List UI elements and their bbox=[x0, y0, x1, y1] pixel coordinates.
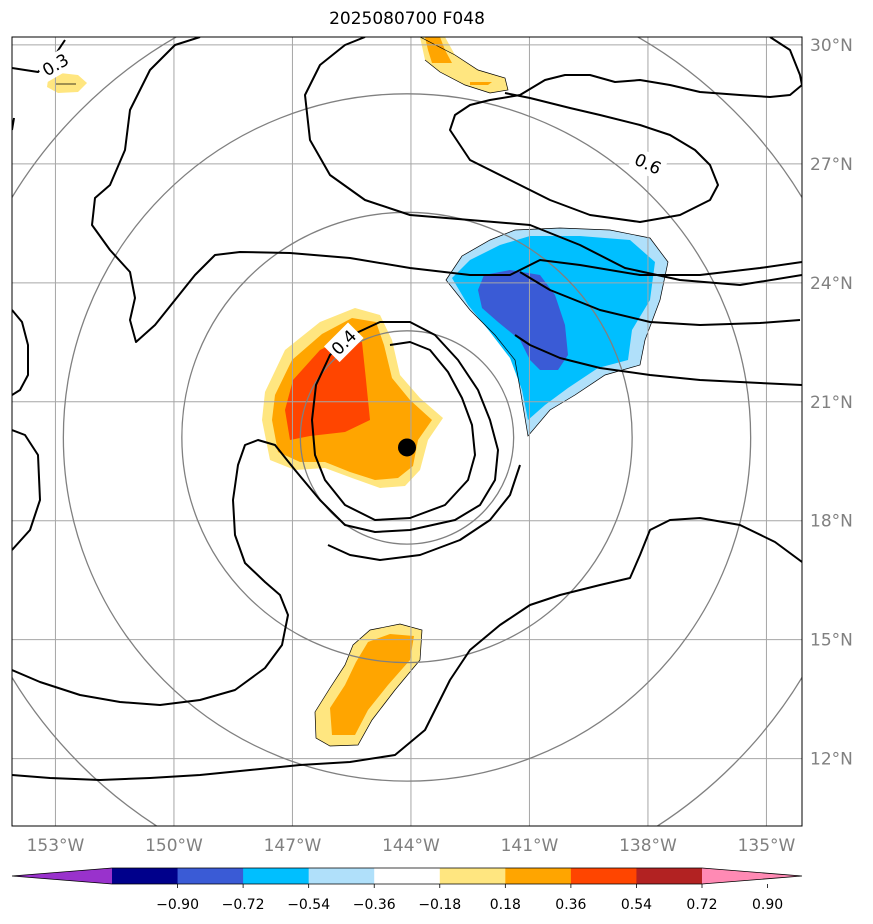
range-rings bbox=[12, 37, 802, 826]
colorbar: −0.90 −0.72 −0.54 −0.36 −0.18 0.18 0.36 0.54 0.7… bbox=[11, 867, 803, 913]
shade-negative-core bbox=[478, 270, 568, 370]
contour-line bbox=[12, 517, 802, 781]
lon-tick-label-2: 147°W bbox=[264, 836, 322, 856]
contour-label-bg bbox=[324, 322, 364, 363]
colorbar-outline bbox=[11, 867, 803, 885]
contour-line bbox=[12, 321, 499, 706]
colorbar-tick-label-2: −0.54 bbox=[287, 897, 330, 913]
lat-tick-label-4: 24°N bbox=[810, 274, 853, 294]
shade-positive-center-core bbox=[285, 338, 370, 440]
colorbar-tick-label-3: −0.36 bbox=[353, 897, 396, 913]
range-ring-2 bbox=[62, 93, 752, 782]
contour-line bbox=[449, 74, 802, 223]
lon-tick-label-3: 144°W bbox=[382, 836, 440, 856]
colorbar-segment-6 bbox=[505, 868, 572, 884]
colorbar-tick-label-0: −0.90 bbox=[156, 897, 199, 913]
colorbar-tick-label-9: 0.90 bbox=[752, 897, 783, 913]
colorbar-tick-label-7: 0.54 bbox=[621, 897, 652, 913]
contour-line bbox=[12, 309, 29, 396]
lon-tick-label-5: 138°W bbox=[619, 836, 677, 856]
contour-line bbox=[304, 37, 802, 286]
range-ring-3 bbox=[12, 37, 802, 826]
colorbar-tick-label-5: 0.18 bbox=[490, 897, 521, 913]
lon-tick-labels: 153°W 150°W 147°W 144°W 141°W 138°W 135°W bbox=[27, 836, 796, 856]
contour-line bbox=[514, 334, 802, 386]
contour-line bbox=[12, 429, 41, 551]
colorbar-extend-high bbox=[702, 868, 802, 884]
contour-label-bg bbox=[627, 146, 669, 182]
colorbar-segment-8 bbox=[636, 868, 703, 884]
colorbar-segment-0 bbox=[112, 868, 179, 884]
colorbar-segment-4 bbox=[374, 868, 441, 884]
contour-line bbox=[12, 39, 66, 73]
shade-positive-bottom bbox=[330, 634, 414, 735]
map-frame bbox=[11, 36, 803, 827]
colorbar-segment-3 bbox=[308, 868, 375, 884]
map-title: 2025080700 F048 bbox=[329, 9, 485, 29]
lat-tick-label-0: 12°N bbox=[810, 750, 853, 770]
lat-tick-label-5: 27°N bbox=[810, 155, 853, 175]
colorbar-tick-label-4: −0.18 bbox=[418, 897, 461, 913]
map-area: 0.30.60.4 bbox=[12, 37, 802, 826]
contours bbox=[12, 37, 802, 781]
contour-label-bg bbox=[35, 46, 76, 83]
colorbar-segment-2 bbox=[243, 868, 310, 884]
colorbar-segment-1 bbox=[177, 868, 244, 884]
colorbar-tick-label-1: −0.72 bbox=[222, 897, 265, 913]
range-ring-0 bbox=[299, 330, 515, 545]
shaded-field bbox=[47, 37, 668, 746]
lat-tick-label-6: 30°N bbox=[810, 36, 853, 56]
lat-tick-label-2: 18°N bbox=[810, 512, 853, 532]
shade-positive-topleft bbox=[47, 73, 87, 93]
colorbar-tick-label-8: 0.72 bbox=[686, 897, 717, 913]
shade-positive-top-core bbox=[425, 37, 452, 63]
lon-tick-label-1: 150°W bbox=[145, 836, 203, 856]
lon-tick-label-6: 135°W bbox=[738, 836, 796, 856]
contour-line bbox=[91, 37, 802, 343]
lat-tick-labels: 12°N 15°N 18°N 21°N 24°N 27°N 30°N bbox=[810, 36, 853, 770]
colorbar-segment-7 bbox=[570, 868, 637, 884]
contour-line bbox=[769, 37, 802, 86]
colorbar-tick-label-6: 0.36 bbox=[555, 897, 586, 913]
colorbar-extend-low bbox=[12, 868, 112, 884]
contour-labels: 0.30.60.4 bbox=[35, 46, 669, 363]
lon-tick-label-4: 141°W bbox=[501, 836, 559, 856]
contour-line bbox=[327, 464, 521, 561]
range-ring-1 bbox=[181, 211, 633, 664]
colorbar-segment-5 bbox=[439, 868, 506, 884]
storm-center-dot bbox=[398, 438, 416, 457]
shade-positive-top-core2 bbox=[470, 82, 492, 85]
lon-tick-label-0: 153°W bbox=[27, 836, 85, 856]
contour-line bbox=[519, 271, 801, 326]
shade-outlines bbox=[56, 37, 669, 747]
lat-tick-label-3: 21°N bbox=[810, 393, 853, 413]
lat-tick-label-1: 15°N bbox=[810, 631, 853, 651]
